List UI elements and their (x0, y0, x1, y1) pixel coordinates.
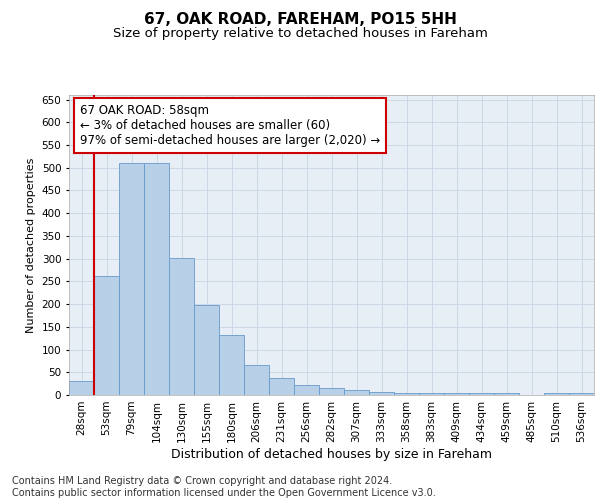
Text: 67, OAK ROAD, FAREHAM, PO15 5HH: 67, OAK ROAD, FAREHAM, PO15 5HH (143, 12, 457, 28)
Bar (94, 276, 119, 395)
Bar (269, 378, 294, 395)
X-axis label: Distribution of detached houses by size in Fareham: Distribution of detached houses by size … (171, 448, 492, 460)
Bar (219, 335, 244, 395)
Bar (344, 390, 369, 395)
Text: Size of property relative to detached houses in Fareham: Size of property relative to detached ho… (113, 28, 487, 40)
Bar (569, 392, 594, 395)
Y-axis label: Number of detached properties: Number of detached properties (26, 158, 36, 332)
Bar (319, 388, 344, 395)
Bar (369, 392, 394, 395)
Text: 67 OAK ROAD: 58sqm
← 3% of detached houses are smaller (60)
97% of semi-detached: 67 OAK ROAD: 58sqm ← 3% of detached hous… (79, 104, 380, 147)
Bar (419, 392, 444, 395)
Bar (119, 163, 144, 395)
Bar (444, 393, 469, 395)
Bar (194, 306, 219, 395)
Bar (294, 385, 319, 395)
Text: Contains HM Land Registry data © Crown copyright and database right 2024.
Contai: Contains HM Land Registry data © Crown c… (12, 476, 436, 498)
Bar (494, 392, 519, 395)
Bar (69, 382, 94, 395)
Bar (544, 392, 569, 395)
Bar (244, 366, 269, 395)
Bar (394, 392, 419, 395)
Bar (469, 392, 494, 395)
Bar (144, 163, 169, 395)
Bar (169, 258, 194, 395)
